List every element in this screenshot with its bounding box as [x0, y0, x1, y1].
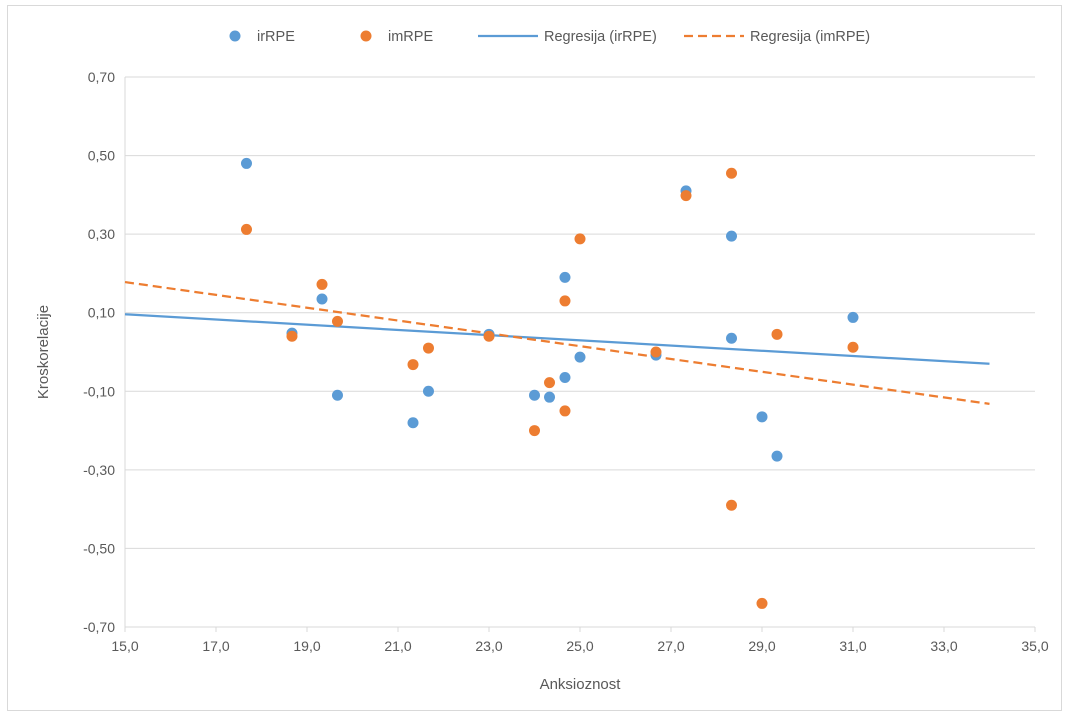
imrpe-point — [544, 377, 556, 389]
irrpe-point — [331, 389, 343, 401]
imrpe-point — [771, 328, 783, 340]
irrpe-point — [529, 389, 540, 401]
irrpe-point — [422, 385, 434, 397]
x-tick-label: 25,0 — [566, 638, 593, 654]
x-tick-label: 35,0 — [1021, 638, 1048, 654]
x-tick-label: 29,0 — [748, 638, 775, 654]
x-tick-label: 17,0 — [202, 638, 229, 654]
x-axis-title: Anksioznost — [540, 676, 622, 693]
legend-label-regresija-imrpe: Regresija (imRPE) — [750, 29, 870, 45]
y-tick-label: -0,30 — [83, 462, 115, 478]
y-tick-label: -0,10 — [83, 383, 115, 399]
irrpe-point — [574, 351, 586, 363]
y-axis-title: Kroskorelacije — [35, 305, 52, 399]
imrpe-point — [756, 597, 768, 609]
irrpe-point — [316, 293, 328, 305]
y-tick-label: 0,30 — [88, 226, 115, 242]
imrpe-point — [483, 330, 495, 342]
imrpe-point — [331, 315, 343, 327]
imrpe-point — [847, 341, 859, 353]
imrpe-point — [240, 223, 252, 235]
irrpe-point — [847, 311, 859, 323]
irrpe-point — [559, 372, 571, 384]
irrpe-point — [726, 332, 738, 344]
irrpe-point — [240, 157, 252, 169]
imrpe-point — [316, 278, 328, 290]
regresija-irrpe-line — [124, 313, 990, 365]
legend-label-irrpe: irRPE — [257, 29, 295, 45]
x-tick-label: 19,0 — [293, 638, 320, 654]
imrpe-point — [574, 233, 586, 245]
y-tick-label: -0,70 — [83, 619, 115, 635]
x-tick-label: 21,0 — [384, 638, 411, 654]
imrpe-point — [680, 190, 692, 202]
y-tick-label: -0,50 — [83, 540, 115, 556]
imrpe-point — [529, 425, 540, 437]
scatter-chart: 0,70 0,50 0,30 0,10 -0,10 -0,30 -0,50 -0,70 15,0… — [35, 29, 1049, 693]
imrpe-point — [726, 499, 738, 511]
imrpe-point — [422, 342, 434, 354]
irrpe-point — [407, 417, 419, 429]
imrpe-point — [286, 330, 298, 342]
legend-marker-imrpe — [360, 30, 372, 42]
irrpe-point — [726, 230, 738, 242]
irrpe-point — [544, 391, 556, 403]
regression-lines — [124, 280, 990, 405]
irrpe-point — [559, 271, 571, 283]
imrpe-point — [559, 295, 571, 307]
legend-label-imrpe: imRPE — [388, 29, 433, 45]
y-tick-label: 0,10 — [88, 305, 115, 321]
imrpe-point — [407, 359, 419, 371]
y-tick-label: 0,50 — [88, 148, 115, 164]
legend-marker-irrpe — [229, 30, 241, 42]
imrpe-point — [726, 167, 738, 179]
irrpe-point — [756, 411, 768, 423]
x-tick-label: 23,0 — [475, 638, 502, 654]
x-tick-label: 15,0 — [111, 638, 138, 654]
legend-label-regresija-irrpe: Regresija (irRPE) — [544, 29, 657, 45]
y-tick-label: 0,70 — [88, 69, 115, 85]
x-tick-label: 33,0 — [930, 638, 957, 654]
imrpe-point — [650, 346, 662, 358]
axes: 0,70 0,50 0,30 0,10 -0,10 -0,30 -0,50 -0,70 15,0… — [83, 69, 1049, 654]
x-tick-label: 31,0 — [839, 638, 866, 654]
chart-frame: 0,70 0,50 0,30 0,10 -0,10 -0,30 -0,50 -0,70 15,0… — [7, 5, 1062, 711]
irrpe-point — [771, 450, 783, 462]
regresija-imrpe-line — [124, 280, 990, 405]
legend: irRPE imRPE Regresija (irRPE) Regresija (im… — [229, 29, 870, 45]
x-tick-label: 27,0 — [657, 638, 684, 654]
data-points — [240, 157, 859, 609]
imrpe-point — [559, 405, 571, 417]
